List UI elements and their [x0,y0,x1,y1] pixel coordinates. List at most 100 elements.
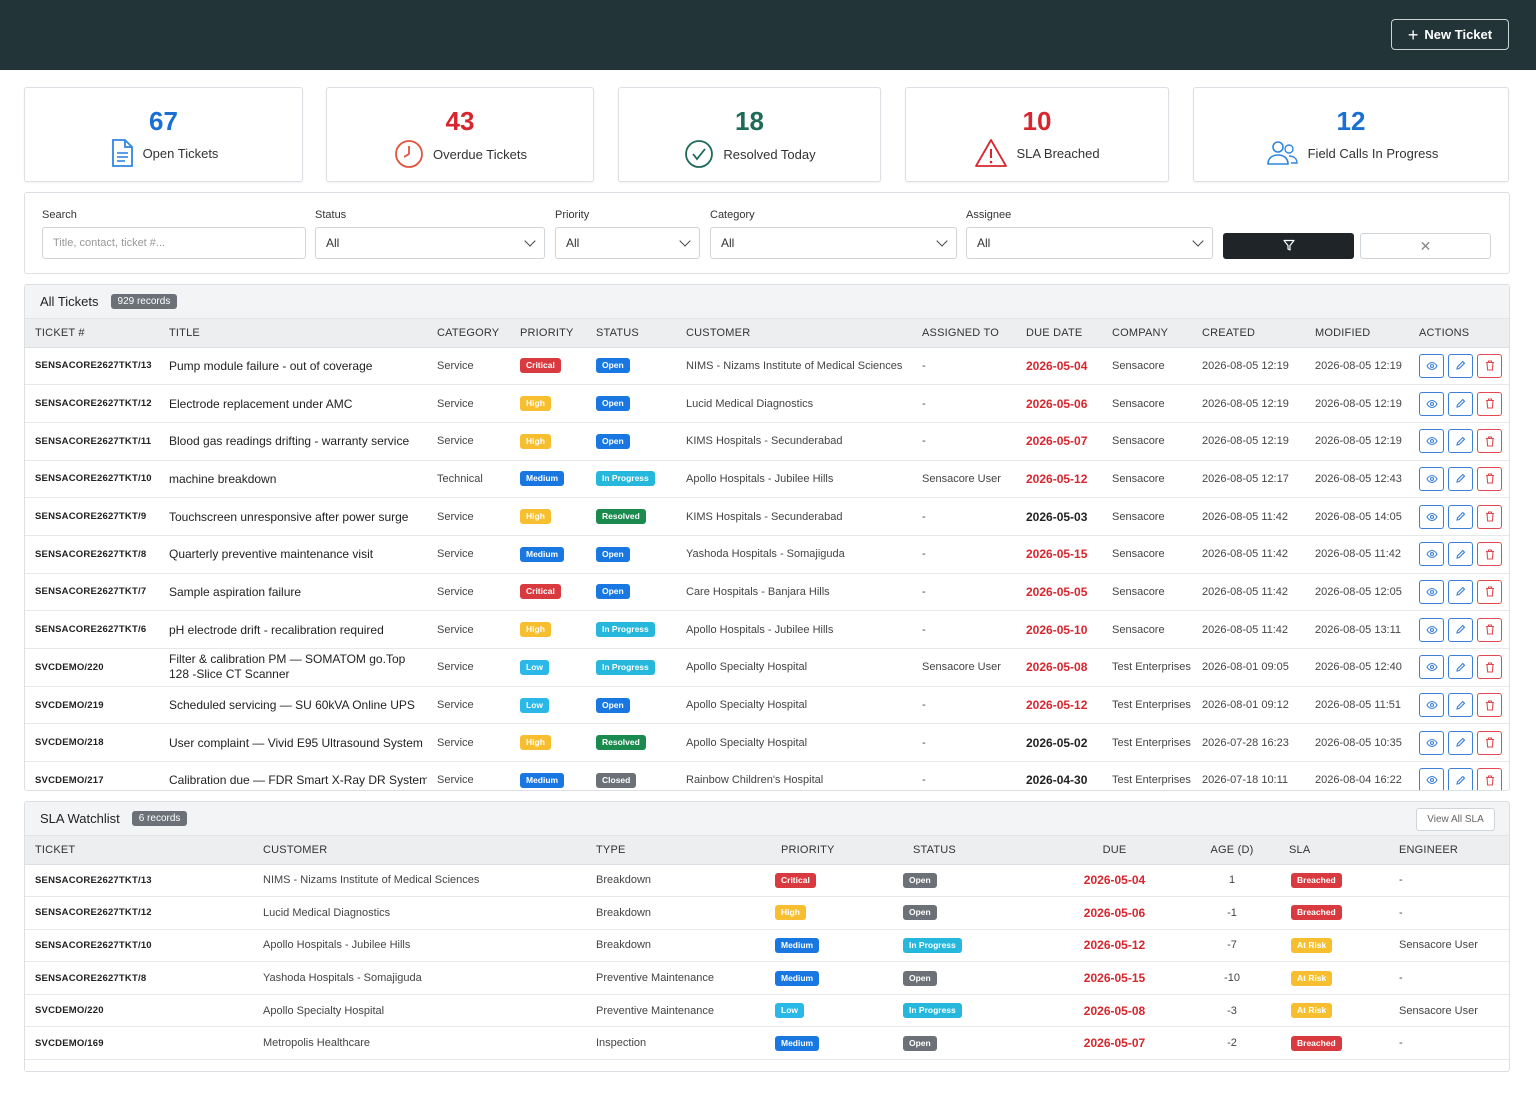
priority-badge: Low [520,659,549,675]
view-button[interactable] [1419,353,1444,378]
view-button[interactable] [1419,693,1444,718]
assigned-to-cell: - [912,347,1016,386]
edit-button[interactable] [1448,466,1473,491]
eye-icon [1425,625,1438,634]
delete-button[interactable] [1477,429,1502,454]
filter-bar: Search Title, contact, ticket #... Statu… [24,192,1510,274]
table-row[interactable]: SVCDEMO/218 User complaint — Vivid E95 Ul… [25,723,1509,763]
type-cell: Breakdown [586,929,771,963]
stat-card-resolved-today[interactable]: 18 Resolved Today [618,87,881,182]
table-row[interactable]: SENSACORE2627TKT/10 machine breakdown Tech… [25,460,1509,499]
assigned-to-cell: - [912,535,1016,574]
engineer-cell: - [1389,1026,1509,1061]
status-cell: In Progress [903,994,1044,1028]
table-row[interactable]: SVCDEMO/220 Filter & calibration PM — SOM… [25,648,1509,687]
trash-icon [1485,586,1494,598]
stat-card-overdue-tickets[interactable]: 43 Overdue Tickets [326,87,594,182]
table-row[interactable]: SENSACORE2627TKT/13 NIMS - Nizams Institu… [25,864,1509,898]
edit-button[interactable] [1448,504,1473,529]
edit-button[interactable] [1448,542,1473,567]
delete-button[interactable] [1477,353,1502,378]
delete-button[interactable] [1477,693,1502,718]
view-button[interactable] [1419,466,1444,491]
company-cell: Sensacore [1102,497,1192,536]
new-ticket-label: New Ticket [1424,27,1493,42]
age-cell: 1 [1175,864,1279,898]
view-button[interactable] [1419,391,1444,416]
edit-button[interactable] [1448,655,1473,680]
customer-cell: Yashoda Hospitals - Somajiguda [676,535,912,574]
table-row[interactable]: SVCDEMO/169 Metropolis Healthcare Inspecti… [25,1026,1509,1061]
table-row[interactable]: SENSACORE2627TKT/10 Apollo Hospitals - Ju… [25,929,1509,963]
document-icon [109,138,135,168]
delete-button[interactable] [1477,617,1502,642]
table-row[interactable]: SENSACORE2627TKT/8 Quarterly preventive m… [25,535,1509,574]
delete-button[interactable] [1477,542,1502,567]
edit-button[interactable] [1448,693,1473,718]
table-row[interactable]: SENSACORE2627TKT/12 Electrode replacement… [25,384,1509,423]
table-row[interactable]: SENSACORE2627TKT/11 Blood gas readings dr… [25,422,1509,461]
stat-card-field-calls[interactable]: 12 Field Calls In Progress [1193,87,1509,182]
category-value: All [721,236,735,250]
sla-cell: Breached [1279,1026,1389,1061]
customer-cell: KIMS Hospitals - Secunderabad [676,422,912,461]
table-row[interactable]: SENSACORE2627TKT/8 Yashoda Hospitals - So… [25,961,1509,995]
search-input[interactable]: Title, contact, ticket #... [42,227,306,259]
edit-button[interactable] [1448,429,1473,454]
view-button[interactable] [1419,542,1444,567]
stat-card-open-tickets[interactable]: 67 Open Tickets [24,87,303,182]
delete-button[interactable] [1477,655,1502,680]
table-row[interactable]: SENSACORE2627TKT/6 pH electrode drift - r… [25,610,1509,649]
stat-card-sla-breached[interactable]: 10 SLA Breached [905,87,1169,182]
company-cell: Sensacore [1102,460,1192,499]
delete-button[interactable] [1477,504,1502,529]
ticket-id-cell: SENSACORE2627TKT/7 [25,573,159,612]
view-button[interactable] [1419,504,1444,529]
edit-button[interactable] [1448,617,1473,642]
view-button[interactable] [1419,768,1444,790]
edit-button[interactable] [1448,391,1473,416]
table-row[interactable]: SVCDEMO/219 Scheduled servicing — SU 60kV… [25,686,1509,725]
column-header: STATUS [903,836,1044,865]
table-row[interactable]: SENSACORE2627TKT/12 Lucid Medical Diagnos… [25,896,1509,930]
edit-button[interactable] [1448,768,1473,790]
new-ticket-button[interactable]: + New Ticket [1391,19,1509,50]
view-button[interactable] [1419,730,1444,755]
priority-badge: High [775,905,806,921]
edit-button[interactable] [1448,730,1473,755]
view-button[interactable] [1419,429,1444,454]
apply-filter-button[interactable] [1223,233,1354,259]
edit-button[interactable] [1448,353,1473,378]
table-row[interactable]: SENSACORE2627TKT/9 Touchscreen unresponsi… [25,497,1509,536]
sla-cell: Breached [1279,864,1389,898]
delete-button[interactable] [1477,730,1502,755]
actions-cell [1409,648,1509,687]
created-cell: 2026-08-05 12:19 [1192,384,1305,423]
table-row[interactable]: SENSACORE2627TKT/7 Sample aspiration fail… [25,573,1509,612]
clear-filter-button[interactable]: ✕ [1360,233,1491,259]
table-row[interactable]: SENSACORE2627TKT/13 Pump module failure -… [25,347,1509,386]
edit-button[interactable] [1448,579,1473,604]
pencil-icon [1456,549,1466,559]
status-cell: In Progress [903,929,1044,963]
view-all-sla-button[interactable]: View All SLA [1416,808,1495,831]
category-cell: Service [427,347,510,386]
delete-button[interactable] [1477,768,1502,790]
view-button[interactable] [1419,617,1444,642]
priority-select[interactable]: All [555,227,700,259]
delete-button[interactable] [1477,391,1502,416]
delete-button[interactable] [1477,579,1502,604]
category-select[interactable]: All [710,227,957,259]
customer-cell: Apollo Specialty Hospital [676,686,912,725]
view-button[interactable] [1419,579,1444,604]
delete-button[interactable] [1477,466,1502,491]
assigned-to-cell: - [912,384,1016,423]
modified-cell: 2026-08-05 10:35 [1305,723,1409,763]
assignee-select[interactable]: All [966,227,1213,259]
view-button[interactable] [1419,655,1444,680]
created-cell: 2026-08-01 09:12 [1192,686,1305,725]
table-row[interactable]: SVCDEMO/220 Apollo Specialty Hospital Prev… [25,994,1509,1028]
status-select[interactable]: All [315,227,545,259]
due-date-cell: 2026-05-04 [1044,864,1175,898]
table-row[interactable]: SVCDEMO/217 Calibration due — FDR Smart X… [25,761,1509,790]
